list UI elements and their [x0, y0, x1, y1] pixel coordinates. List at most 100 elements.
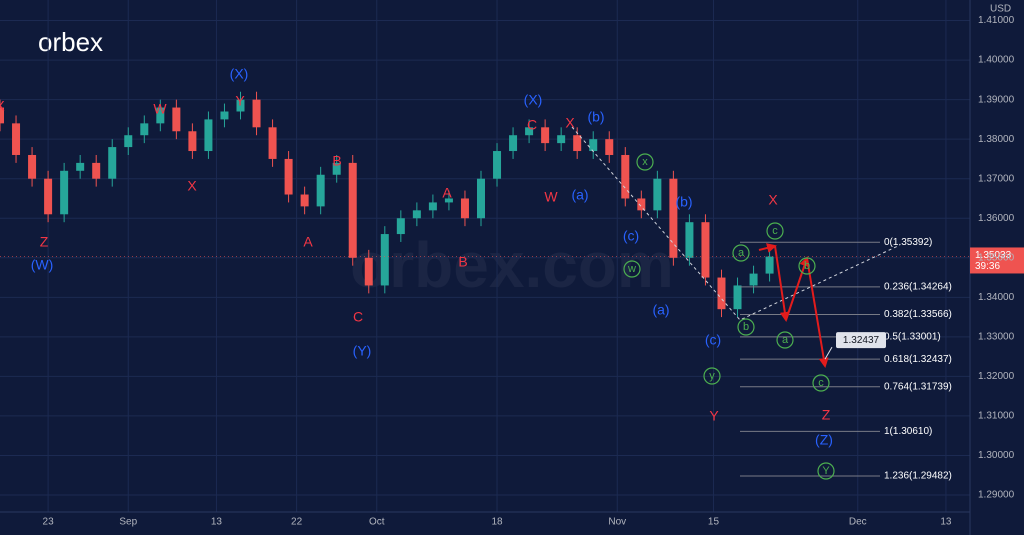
watermark: orbex.com — [350, 229, 674, 301]
callout-pointer — [824, 346, 833, 360]
candle-body — [460, 198, 469, 219]
candle-body — [108, 147, 117, 179]
x-tick-label: Dec — [849, 517, 867, 528]
wave-label: (a) — [652, 302, 669, 318]
candle-body — [428, 202, 437, 211]
x-tick-label: 23 — [43, 517, 55, 528]
candle-body — [444, 198, 453, 203]
wave-label: w — [627, 263, 636, 275]
wave-label: X — [187, 178, 197, 194]
y-tick-label: 1.33000 — [978, 331, 1015, 342]
wave-circle — [812, 374, 830, 392]
candle-body — [733, 285, 742, 310]
candle-body — [12, 123, 21, 155]
wave-label: a — [782, 334, 789, 346]
wave-label: (X) — [230, 66, 249, 82]
candle-body — [92, 162, 101, 179]
candle-body — [621, 154, 630, 199]
candle-body — [765, 256, 774, 274]
fib-label: 0.236(1.34264) — [884, 282, 952, 293]
candle-body — [701, 222, 710, 278]
y-tick-label: 1.31000 — [978, 411, 1015, 422]
wave-label: b — [804, 260, 810, 272]
y-tick-label: 1.39000 — [978, 94, 1015, 105]
y-tick-label: 1.38000 — [978, 134, 1015, 145]
trend-line — [571, 126, 901, 321]
candle-body — [284, 158, 293, 195]
wave-label: A — [303, 234, 313, 250]
candle-body — [0, 107, 4, 124]
wave-label: C — [353, 309, 363, 325]
wave-label: (W) — [31, 257, 54, 273]
candle-body — [685, 222, 694, 258]
x-tick-label: 13 — [940, 517, 952, 528]
wave-label: W — [544, 189, 558, 205]
wave-label: Z — [40, 234, 49, 250]
wave-label: a — [738, 247, 745, 259]
candle-body — [156, 107, 165, 124]
wave-label: A — [442, 185, 452, 201]
candle-body — [412, 210, 421, 219]
wave-label: W — [153, 101, 167, 117]
candle-body — [316, 174, 325, 207]
x-tick-label: Oct — [369, 517, 385, 528]
wave-label: Y — [822, 465, 830, 477]
fib-label: 0.764(1.31739) — [884, 381, 952, 392]
candle-body — [60, 170, 69, 215]
candle-body — [140, 123, 149, 136]
candle-body — [669, 178, 678, 258]
y-tick-label: 1.37000 — [978, 173, 1015, 184]
y-tick-label: 1.29000 — [978, 490, 1015, 501]
candle-body — [188, 131, 197, 152]
x-tick-label: Sep — [119, 517, 137, 528]
wave-circle — [636, 153, 654, 171]
callout-label: 1.32437 — [843, 335, 880, 346]
currency: USD — [990, 4, 1011, 15]
wave-label: y — [709, 370, 715, 382]
fib-label: 0.382(1.33566) — [884, 309, 952, 320]
wave-label: Z — [822, 407, 831, 423]
candle-body — [637, 198, 646, 211]
callout-box — [836, 332, 886, 349]
arrow — [758, 243, 777, 253]
candle-body — [541, 127, 550, 144]
wave-label: X — [768, 192, 778, 208]
fib-label: 0.5(1.33001) — [884, 331, 941, 342]
wave-label: B — [458, 254, 467, 270]
y-tick-label: 1.36000 — [978, 213, 1015, 224]
candle-body — [44, 178, 53, 215]
wave-circle — [817, 462, 835, 480]
wave-circle — [776, 331, 794, 349]
logo: orbex — [38, 27, 103, 57]
candle-body — [236, 99, 245, 112]
arrow — [806, 257, 829, 368]
candle-body — [653, 178, 662, 211]
candle-body — [268, 127, 277, 159]
x-tick-label: 15 — [708, 517, 720, 528]
arrow — [785, 256, 810, 321]
wave-label: Y — [709, 408, 719, 424]
candle-body — [124, 135, 133, 148]
candle-body — [300, 194, 309, 207]
candle-body — [749, 273, 758, 286]
candle-body — [605, 139, 614, 155]
wave-circle — [737, 318, 755, 336]
price-label: 1.35033 — [975, 250, 1012, 261]
candle-body — [364, 257, 373, 286]
x-tick-label: 18 — [491, 517, 503, 528]
y-tick-label: 1.35000 — [978, 252, 1015, 263]
wave-label: B — [332, 153, 341, 169]
wave-label: (Y) — [353, 343, 372, 359]
candle-body — [573, 135, 582, 152]
wave-label: x — [642, 156, 648, 168]
candle-body — [252, 99, 261, 128]
y-tick-label: 1.32000 — [978, 371, 1015, 382]
wave-circle — [703, 367, 721, 385]
wave-circle — [766, 222, 784, 240]
wave-label: (b) — [587, 109, 604, 125]
labels: 0(1.35392) 0.236(1.34264) 0.382(1.33566) 0.… — [0, 66, 1024, 482]
wave-label: (X) — [524, 92, 543, 108]
y-tick-label: 1.34000 — [978, 292, 1015, 303]
